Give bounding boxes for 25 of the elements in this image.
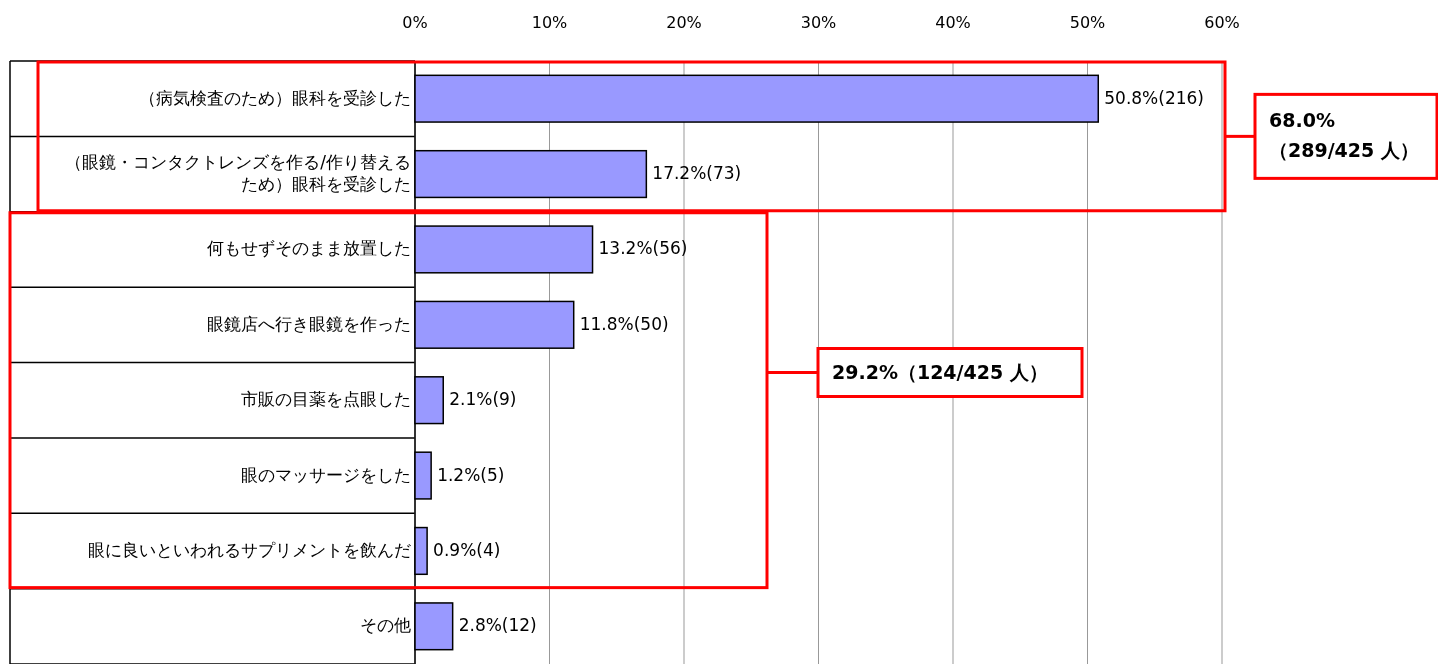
data-label: 17.2%(73)	[652, 163, 742, 184]
y-tick-label: （病気検査のため）眼科を受診した	[139, 87, 411, 108]
data-label: 1.2%(5)	[437, 464, 505, 485]
x-tick-label: 60%	[1204, 13, 1240, 32]
x-tick-label: 0%	[402, 13, 428, 32]
data-label: 13.2%(56)	[598, 238, 688, 259]
x-tick-label: 30%	[800, 13, 837, 32]
y-tick-label: その他	[360, 615, 411, 636]
data-label: 50.8%(216)	[1104, 87, 1204, 108]
y-tick-label: 眼のマッサージをした	[241, 464, 411, 485]
data-label: 11.8%(50)	[579, 313, 669, 334]
x-tick-label: 10%	[531, 13, 568, 32]
y-tick-label: （眼鏡・コンタクトレンズを作る/作り替えるため）眼科を受診した	[65, 152, 411, 195]
y-tick-label: 市販の目薬を点眼した	[241, 389, 411, 410]
text: 68.0% （289/425 人）	[1269, 108, 1419, 161]
data-label: 0.9%(4)	[433, 539, 501, 560]
x-tick-label: 20%	[666, 13, 702, 32]
y-tick-label: 何もせずそのまま放置した	[207, 238, 411, 259]
y-tick-label: 眼鏡店へ行き眼鏡を作った	[207, 313, 411, 334]
annotation: 29.2%（124/425 人）	[832, 360, 1048, 382]
y-tick-label: 眼に良いといわれるサプリメントを飲んだ	[88, 539, 411, 560]
x-tick-label: 40%	[935, 13, 971, 32]
x-tick-label: 50%	[1069, 13, 1106, 32]
data-label: 2.1%(9)	[449, 389, 517, 410]
data-label: 2.8%(12)	[458, 615, 537, 636]
